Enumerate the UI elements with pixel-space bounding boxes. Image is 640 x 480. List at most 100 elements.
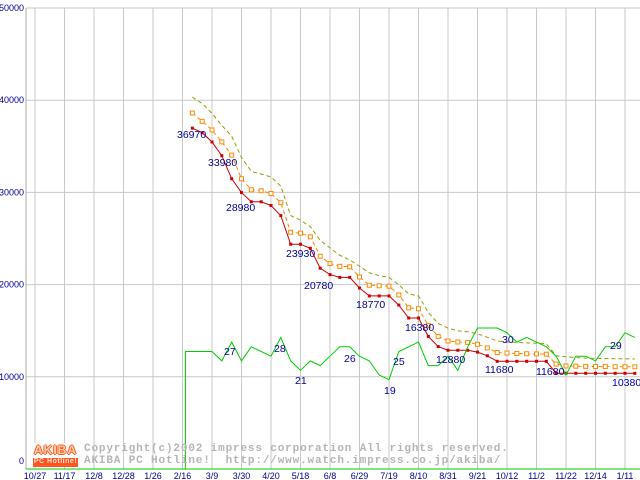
point-label-shop-count: 19 xyxy=(384,385,396,397)
average-price-marker xyxy=(474,341,480,347)
lowest-price-marker xyxy=(495,359,499,363)
average-price-marker xyxy=(602,364,608,370)
lowest-price-marker xyxy=(298,242,302,246)
lowest-price-marker xyxy=(387,294,391,298)
lowest-price-marker xyxy=(367,294,371,298)
x-tick-label: 5/18 xyxy=(292,471,310,480)
lowest-price-marker xyxy=(603,371,607,375)
lowest-price-marker xyxy=(564,371,568,375)
x-tick-label: 12/8 xyxy=(85,471,103,480)
average-price-marker xyxy=(366,282,372,288)
lowest-price-marker xyxy=(230,177,234,181)
average-price-marker xyxy=(337,263,343,269)
x-tick-label: 10/27 xyxy=(24,471,47,480)
average-price-marker xyxy=(406,305,412,311)
lowest-price-marker xyxy=(239,191,243,195)
average-price-marker xyxy=(592,363,598,369)
average-price-marker xyxy=(229,152,235,158)
lowest-price-marker xyxy=(249,200,253,204)
lowest-price-marker xyxy=(289,242,293,246)
point-label-lowest-price: 16380 xyxy=(405,322,434,334)
average-price-marker xyxy=(189,110,195,116)
lowest-price-marker xyxy=(574,371,578,375)
point-label-lowest-price: 12880 xyxy=(436,354,465,366)
average-price-marker xyxy=(504,350,510,356)
average-price-marker xyxy=(573,363,579,369)
average-price-marker xyxy=(347,264,353,270)
average-price-marker xyxy=(258,188,264,194)
lowest-price-marker xyxy=(348,275,352,279)
lowest-price-marker xyxy=(190,126,194,130)
average-price-marker xyxy=(297,230,303,236)
x-tick-label: 3/9 xyxy=(206,471,219,480)
series-shop-count-line xyxy=(184,327,636,469)
lowest-price-marker xyxy=(623,371,627,375)
lowest-price-marker xyxy=(446,348,450,352)
series-highest-price-line xyxy=(192,96,635,360)
average-price-marker xyxy=(209,127,215,133)
x-tick-label: 9/21 xyxy=(469,471,487,480)
y-tick-label: 0 xyxy=(19,456,24,466)
point-label-lowest-price: 11680 xyxy=(536,366,565,378)
average-price-marker xyxy=(396,292,402,298)
average-price-marker xyxy=(583,363,589,369)
lowest-price-marker xyxy=(397,303,401,307)
average-price-marker xyxy=(288,229,294,235)
point-label-lowest-price: 36970 xyxy=(177,129,206,141)
x-tick-label: 12/14 xyxy=(584,471,607,480)
x-tick-label: 11/2 xyxy=(528,471,545,480)
point-label-shop-count: 28 xyxy=(274,343,286,355)
average-price-marker xyxy=(445,338,451,344)
point-label-lowest-price: 28980 xyxy=(226,202,255,214)
average-price-marker xyxy=(278,200,284,206)
lowest-price-marker xyxy=(485,354,489,358)
x-tick-label: 6/29 xyxy=(351,471,369,480)
average-price-marker xyxy=(622,364,628,370)
point-label-shop-count: 30 xyxy=(502,334,514,346)
point-label-lowest-price: 23930 xyxy=(286,248,315,260)
average-price-marker xyxy=(327,261,333,267)
logo-pc-hotline-text: PC Hotline! xyxy=(33,458,78,467)
lowest-price-marker xyxy=(613,371,617,375)
lowest-price-marker xyxy=(269,203,273,207)
lowest-price-marker xyxy=(544,359,548,363)
x-tick-label: 7/19 xyxy=(380,471,398,480)
average-price-marker xyxy=(514,350,520,356)
copyright-line: Copyright(c)2002 impress corporation All… xyxy=(84,443,509,455)
lowest-price-marker xyxy=(505,359,509,363)
lowest-price-marker xyxy=(308,246,312,250)
lowest-price-marker xyxy=(377,294,381,298)
x-tick-label: 12/28 xyxy=(112,471,135,480)
lowest-price-marker xyxy=(259,200,263,204)
logo-akiba-text: AKIBA xyxy=(34,443,77,457)
average-price-marker xyxy=(455,339,461,345)
average-price-marker xyxy=(376,283,382,289)
average-price-marker xyxy=(553,361,559,367)
average-price-marker xyxy=(494,350,500,356)
average-price-marker xyxy=(386,283,392,289)
lowest-price-marker xyxy=(220,154,224,158)
y-tick-label: 50000 xyxy=(0,3,24,13)
lowest-price-marker xyxy=(534,359,538,363)
average-price-marker xyxy=(307,234,313,240)
lowest-price-marker xyxy=(328,273,332,277)
average-price-marker xyxy=(543,351,549,357)
y-tick-label: 30000 xyxy=(0,187,24,197)
point-label-shop-count: 21 xyxy=(295,375,307,387)
x-tick-label: 6/8 xyxy=(324,471,337,480)
lowest-price-marker xyxy=(318,266,322,270)
lowest-price-marker xyxy=(426,334,430,338)
average-price-marker xyxy=(524,351,530,357)
lowest-price-marker xyxy=(584,371,588,375)
x-tick-label: 11/22 xyxy=(555,471,577,480)
lowest-price-marker xyxy=(416,316,420,320)
x-tick-label: 8/31 xyxy=(439,471,457,480)
average-price-marker xyxy=(612,364,618,370)
lowest-price-marker xyxy=(338,275,342,279)
average-price-marker xyxy=(632,364,638,370)
lowest-price-marker xyxy=(456,348,460,352)
lowest-price-marker xyxy=(200,131,204,135)
point-label-shop-count: 27 xyxy=(224,346,236,358)
